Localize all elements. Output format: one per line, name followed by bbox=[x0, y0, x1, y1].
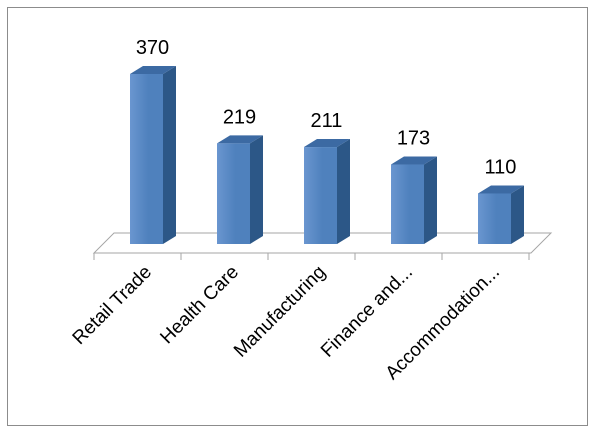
bar-top-face bbox=[391, 156, 437, 165]
bar-side-face bbox=[424, 156, 437, 244]
bar-front-face bbox=[217, 143, 250, 244]
bar-top-face bbox=[217, 135, 263, 144]
bar-front-face bbox=[130, 74, 163, 244]
bar-front-face bbox=[478, 193, 511, 244]
category-labels-group: Retail Trade Health CareManufacturingFina… bbox=[69, 262, 504, 384]
data-label: 370 bbox=[136, 37, 169, 59]
data-label: 211 bbox=[311, 110, 343, 132]
bar-3 bbox=[304, 139, 350, 244]
bar-side-face bbox=[163, 66, 176, 244]
bar-top-face bbox=[478, 185, 524, 194]
bar-top-face bbox=[130, 66, 176, 74]
bar-2 bbox=[217, 135, 263, 244]
chart-frame: 370 219 211 173 110 Retail Trade Health Care M… bbox=[7, 7, 588, 426]
bar-1 bbox=[130, 66, 176, 244]
bar-4 bbox=[391, 156, 437, 244]
bar-front-face bbox=[304, 147, 337, 244]
bar-chart: 370 219 211 173 110 Retail Trade Health CareM… bbox=[69, 37, 553, 384]
bars-group bbox=[130, 66, 524, 244]
value-labels-group: 370 219 211 173 110 bbox=[136, 37, 517, 178]
category-label: Health Care bbox=[156, 262, 243, 349]
category-label: Finance and... bbox=[317, 262, 417, 362]
bar-side-face bbox=[250, 135, 263, 244]
bar-5 bbox=[478, 185, 524, 244]
category-label: Retail Trade bbox=[69, 262, 156, 349]
data-label: 110 bbox=[485, 156, 517, 178]
bar-top-face bbox=[304, 139, 350, 148]
category-label: Manufacturing bbox=[230, 262, 330, 362]
data-label: 219 bbox=[223, 106, 256, 128]
bar-front-face bbox=[391, 164, 424, 244]
bar-side-face bbox=[337, 139, 350, 244]
data-label: 173 bbox=[397, 128, 430, 150]
bar-side-face bbox=[511, 185, 524, 244]
